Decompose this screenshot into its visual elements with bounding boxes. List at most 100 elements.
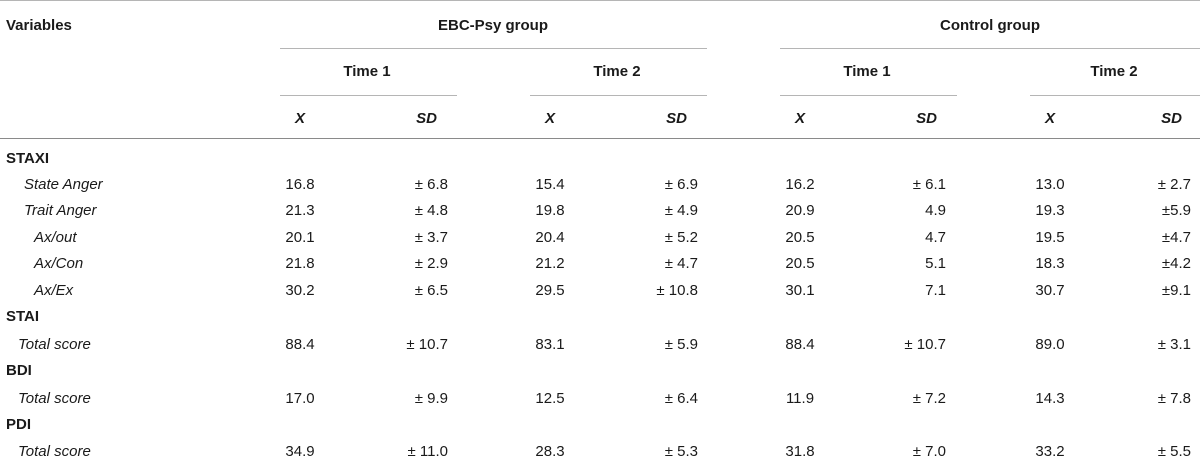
- section-title-staxi: STAXI: [6, 150, 50, 167]
- cell: ± 5.2: [664, 229, 698, 246]
- cell: ± 2.7: [1157, 176, 1191, 193]
- row-label-ax-out: Ax/out: [34, 229, 77, 246]
- cell: 30.1: [785, 282, 815, 299]
- cell: 20.9: [785, 202, 815, 219]
- sd-header-control-1: SD: [916, 110, 937, 127]
- cell: ± 6.9: [664, 176, 698, 193]
- cell: ± 9.9: [414, 390, 448, 407]
- time-header-ebc-1: Time 1: [343, 63, 391, 80]
- cell: 30.7: [1035, 282, 1065, 299]
- cell: 89.0: [1035, 336, 1065, 353]
- cell: 29.5: [535, 282, 565, 299]
- sd-header-ebc-2: SD: [666, 110, 687, 127]
- cell: 33.2: [1035, 443, 1065, 460]
- cell: ± 2.9: [414, 255, 448, 272]
- cell: 21.2: [535, 255, 565, 272]
- group-rule-ebc: [280, 48, 707, 49]
- section-title-bdi: BDI: [6, 362, 32, 379]
- cell: 88.4: [285, 336, 315, 353]
- group-rule-control: [780, 48, 1200, 49]
- time-rule-ebc-1: [280, 95, 457, 96]
- cell: 20.5: [785, 229, 815, 246]
- time-rule-control-2: [1030, 95, 1200, 96]
- cell: ± 11.0: [407, 443, 448, 460]
- cell: 34.9: [285, 443, 315, 460]
- cell: ± 4.7: [664, 255, 698, 272]
- cell: ± 10.7: [904, 336, 946, 353]
- time-header-control-1: Time 1: [843, 63, 891, 80]
- time-rule-ebc-2: [530, 95, 707, 96]
- group-header-control: Control group: [940, 17, 1040, 34]
- cell: 15.4: [535, 176, 565, 193]
- cell: 16.2: [785, 176, 815, 193]
- cell: ± 7.8: [1157, 390, 1191, 407]
- cell: ± 10.8: [656, 282, 698, 299]
- cell: ±4.2: [1161, 255, 1191, 272]
- row-label-ax-ex: Ax/Ex: [34, 282, 74, 299]
- row-label-ax-con: Ax/Con: [34, 255, 84, 272]
- variables-header: Variables: [6, 17, 72, 34]
- cell: 20.4: [535, 229, 565, 246]
- cell: ± 6.5: [414, 282, 448, 299]
- cell: ± 7.0: [912, 443, 946, 460]
- cell: 7.1: [925, 282, 946, 299]
- cell: 14.3: [1035, 390, 1065, 407]
- cell: ±4.7: [1161, 229, 1191, 246]
- cell: ± 5.5: [1157, 443, 1191, 460]
- group-header-ebc: EBC-Psy group: [437, 17, 549, 34]
- sd-header-control-2: SD: [1161, 110, 1182, 127]
- cell: ± 3.7: [414, 229, 448, 246]
- cell: ± 6.1: [912, 176, 946, 193]
- cell: 19.8: [535, 202, 565, 219]
- cell: 31.8: [785, 443, 815, 460]
- cell: 21.8: [285, 255, 315, 272]
- cell: 21.3: [285, 202, 315, 219]
- row-label-pdi-total: Total score: [18, 443, 91, 460]
- cell: 20.5: [785, 255, 815, 272]
- x-header-ebc-2: X: [544, 110, 556, 127]
- cell: ± 6.4: [664, 390, 698, 407]
- row-label-state-anger: State Anger: [24, 176, 103, 193]
- x-header-control-1: X: [794, 110, 806, 127]
- cell: 88.4: [785, 336, 815, 353]
- cell: ± 6.8: [414, 176, 448, 193]
- row-label-trait-anger: Trait Anger: [24, 202, 97, 219]
- cell: ± 5.9: [664, 336, 698, 353]
- cell: 5.1: [925, 255, 946, 272]
- cell: ± 5.3: [664, 443, 698, 460]
- cell: ± 4.8: [414, 202, 448, 219]
- section-title-stai: STAI: [6, 308, 40, 325]
- cell: 30.2: [285, 282, 315, 299]
- cell: 16.8: [285, 176, 315, 193]
- cell: ± 10.7: [406, 336, 448, 353]
- row-label-bdi-total: Total score: [18, 390, 91, 407]
- cell: ± 7.2: [912, 390, 946, 407]
- cell: ± 4.9: [664, 202, 698, 219]
- x-header-control-2: X: [1044, 110, 1056, 127]
- cell: 11.9: [785, 390, 815, 407]
- time-header-ebc-2: Time 2: [593, 63, 641, 80]
- sd-header-ebc-1: SD: [416, 110, 437, 127]
- cell: 13.0: [1035, 176, 1065, 193]
- row-label-stai-total: Total score: [18, 336, 91, 353]
- time-header-control-2: Time 2: [1090, 63, 1138, 80]
- cell: 28.3: [535, 443, 565, 460]
- cell: ± 3.1: [1157, 336, 1191, 353]
- header-bottom-rule: [0, 138, 1200, 139]
- cell: 17.0: [285, 390, 315, 407]
- x-header-ebc-1: X: [294, 110, 306, 127]
- cell: 20.1: [285, 229, 315, 246]
- cell: 4.7: [925, 229, 946, 246]
- table-top-rule: [0, 0, 1200, 1]
- time-rule-control-1: [780, 95, 957, 96]
- cell: 12.5: [535, 390, 565, 407]
- cell: 4.9: [925, 202, 946, 219]
- cell: 18.3: [1035, 255, 1065, 272]
- cell: ±5.9: [1161, 202, 1191, 219]
- section-title-pdi: PDI: [6, 416, 32, 433]
- cell: 19.3: [1035, 202, 1065, 219]
- cell: ±9.1: [1161, 282, 1191, 299]
- cell: 83.1: [535, 336, 565, 353]
- cell: 19.5: [1035, 229, 1065, 246]
